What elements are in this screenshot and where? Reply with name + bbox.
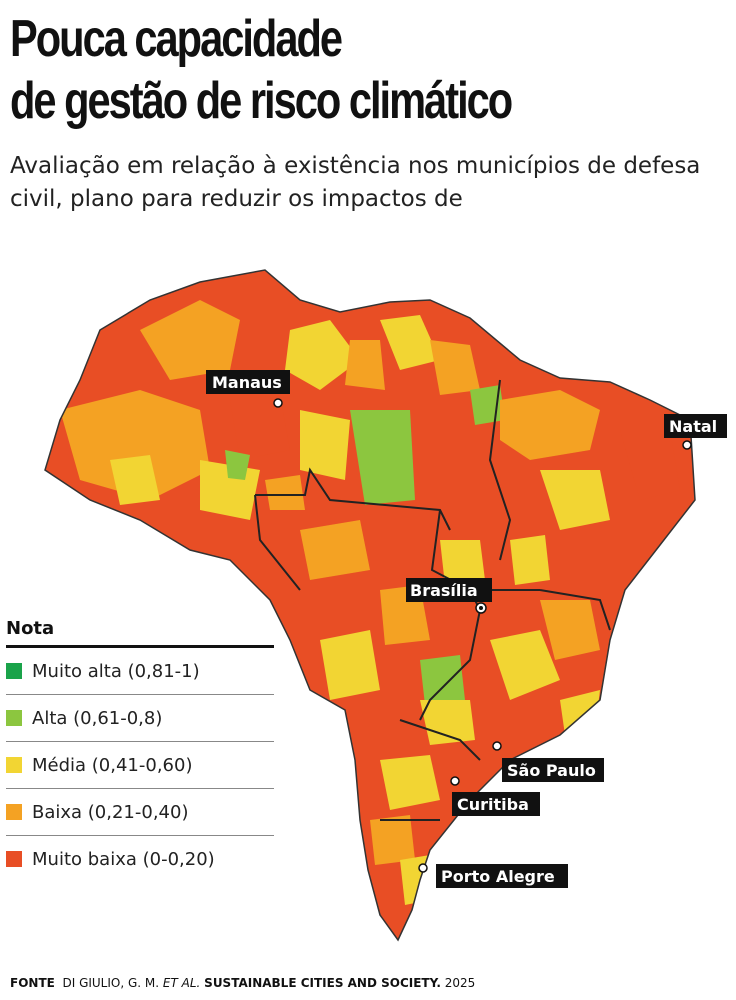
city-label-bg: [664, 414, 727, 438]
legend-title: Nota: [6, 618, 274, 648]
city-curitiba: Curitiba: [450, 776, 540, 816]
source-etal: ET AL.: [162, 976, 201, 990]
legend-item-muito-alta: Muito alta (0,81-1): [6, 648, 274, 695]
legend-swatch: [6, 757, 22, 773]
city-label-bg: [406, 578, 492, 602]
city-marker: [418, 863, 428, 873]
title-line-2: de gestão de risco climático: [10, 72, 513, 130]
source-authors: DI GIULIO, G. M.: [62, 976, 160, 990]
city-label: Curitiba: [457, 795, 529, 814]
city-marker: [492, 741, 502, 751]
legend-label: Baixa (0,21-0,40): [32, 801, 189, 823]
city-label-bg: [502, 758, 604, 782]
page-title: Pouca capacidade de gestão de risco clim…: [10, 8, 586, 132]
subtitle: Avaliação em relação à existência nos mu…: [10, 153, 701, 212]
city-label: Natal: [669, 417, 717, 436]
legend-label: Muito alta (0,81-1): [32, 660, 200, 682]
city-marker: [682, 440, 692, 450]
legend-swatch: [6, 663, 22, 679]
legend-item-media: Média (0,41-0,60): [6, 742, 274, 789]
source-label: FONTE: [10, 976, 55, 990]
city-porto-alegre: Porto Alegre: [418, 863, 568, 888]
city-label: Porto Alegre: [441, 867, 555, 886]
brazil-map: Manaus Natal Brasília São Paulo Curitiba…: [44, 269, 727, 942]
legend: Nota Muito alta (0,81-1) Alta (0,61-0,8)…: [6, 618, 274, 882]
city-label-bg: [206, 370, 290, 394]
city-marker: [450, 776, 460, 786]
legend-swatch: [6, 710, 22, 726]
city-marker: [273, 398, 283, 408]
city-label-bg: [436, 864, 568, 888]
title-line-1: Pouca capacidade: [10, 10, 343, 68]
city-natal: Natal: [664, 414, 727, 450]
source-journal: SUSTAINABLE CITIES AND SOCIETY.: [204, 976, 441, 990]
city-label: Brasília: [410, 581, 478, 600]
source-credit: FONTE DI GIULIO, G. M. ET AL. SUSTAINABL…: [10, 976, 475, 990]
state-borders: [254, 379, 611, 821]
legend-swatch: [6, 851, 22, 867]
source-year: 2025: [444, 976, 476, 990]
legend-label: Média (0,41-0,60): [32, 754, 193, 776]
city-label: São Paulo: [507, 761, 596, 780]
legend-item-baixa: Baixa (0,21-0,40): [6, 789, 274, 836]
city-sao-paulo: São Paulo: [492, 741, 604, 782]
legend-item-alta: Alta (0,61-0,8): [6, 695, 274, 742]
legend-label: Muito baixa (0-0,20): [32, 848, 215, 870]
country-outline: [44, 269, 696, 942]
capital-dot: [479, 606, 483, 610]
city-brasilia: Brasília: [406, 578, 492, 614]
city-label: Manaus: [212, 373, 282, 392]
city-manaus: Manaus: [206, 370, 290, 408]
legend-item-muito-baixa: Muito baixa (0-0,20): [6, 836, 274, 882]
legend-label: Alta (0,61-0,8): [32, 707, 163, 729]
legend-swatch: [6, 804, 22, 820]
city-label-bg: [452, 792, 540, 816]
